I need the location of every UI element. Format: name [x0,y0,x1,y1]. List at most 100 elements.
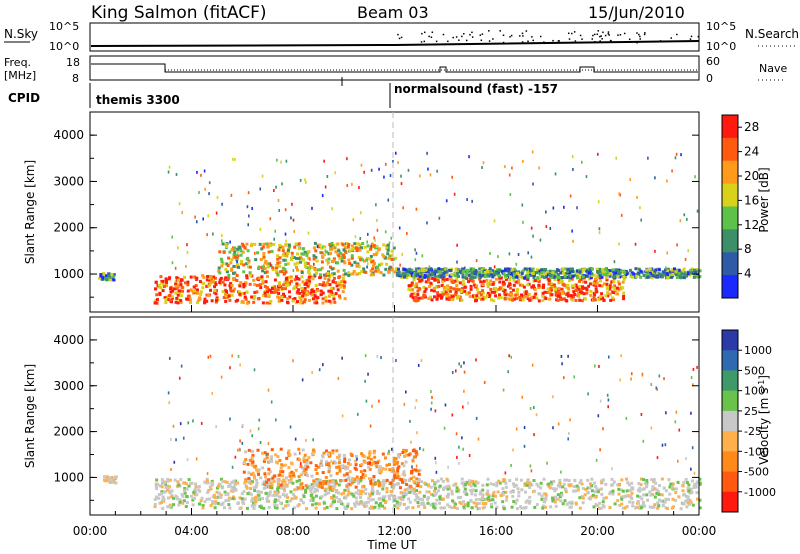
velocity-cell [281,470,285,474]
power-cell [258,283,262,287]
velocity-cell [409,477,413,481]
power-cell [579,277,583,281]
velocity-cell [325,506,329,510]
power-cell [666,276,670,280]
power-cell [425,273,429,277]
power-cell [414,295,418,299]
power-cell [264,280,268,284]
power-point [259,227,262,231]
power-cell [320,266,324,270]
power-cell [530,285,534,289]
power-cell [660,273,664,277]
velocity-cell [698,498,702,502]
velocity-cell [291,472,295,476]
velocity-cell [305,461,309,465]
power-point [654,176,656,180]
power-cell [569,276,573,280]
velocity-cell [455,489,459,493]
nsearch-point [397,33,399,36]
velocity-cell [198,489,202,493]
power-cell [241,299,245,303]
power-cell [342,286,346,290]
power-point [438,216,441,220]
velocity-cell [383,456,387,460]
velocity-cell [617,492,621,496]
velocity-cell [327,466,331,470]
velocity-cell [343,488,347,492]
velocity-point [376,355,379,359]
power-cell [232,253,236,257]
velocity-cell [608,506,612,510]
velocity-cell [156,482,160,486]
power-point [293,229,296,233]
velocity-cell [541,506,545,510]
velocity-cell [417,472,421,476]
velocity-cell [265,456,269,460]
power-cell [554,270,558,274]
power-cell [397,274,401,278]
power-cell [662,271,666,275]
power-cell [609,298,613,302]
velocity-cell [415,488,419,492]
power-cell [493,294,497,298]
power-cell [595,290,599,294]
power-cell [422,292,426,296]
power-cell [443,270,447,274]
power-cell [532,276,536,280]
power-cell [614,268,618,272]
velocity-cell [511,482,515,486]
power-cell [224,268,228,272]
power-cell [684,274,688,278]
power-cell [360,258,364,262]
power-cell [327,289,331,293]
velocity-cell [573,479,577,483]
power-cell [281,249,285,253]
power-cell [447,268,451,272]
velocity-cell [539,486,543,490]
velocity-cell [337,483,341,487]
power-cell [332,297,336,301]
power-point [246,205,249,209]
velocity-cell [670,506,674,510]
power-cell [194,284,198,288]
power-cell [578,279,582,283]
power-cell [418,267,422,271]
power-cell [437,274,441,278]
velocity-cell [283,489,287,493]
power-cell [293,278,297,282]
velocity-cell [626,481,630,485]
power-cell [232,271,236,275]
power-cell [455,276,459,280]
velocity-cell [666,506,670,510]
velocity-cell [639,483,643,487]
power-point [471,199,473,203]
power-point [665,266,667,270]
velocity-cell [251,454,255,458]
power-cell [645,270,649,274]
velocity-point [693,471,696,475]
velocity-cell [211,500,215,504]
velocity-cell [447,492,451,496]
velocity-cell [374,461,378,465]
power-cell [376,265,380,269]
power-cell [219,257,223,261]
power-cell [473,283,477,287]
velocity-point [178,376,181,380]
velocity-point [560,470,562,474]
power-cell [498,293,502,297]
power-cell [188,297,192,301]
velocity-cell [383,506,387,510]
power-cell [343,261,347,265]
velocity-cell [637,481,641,485]
nsky-label: N.Sky [4,27,38,41]
velocity-point [594,364,596,368]
velocity-point [229,417,231,421]
velocity-cell [520,488,524,492]
power-cell [457,288,461,292]
velocity-cell [227,484,231,488]
power-cell [450,280,454,284]
velocity-cell [356,479,360,483]
velocity-cell [372,451,376,455]
power-cell [329,289,333,293]
velocity-cell [643,481,647,485]
